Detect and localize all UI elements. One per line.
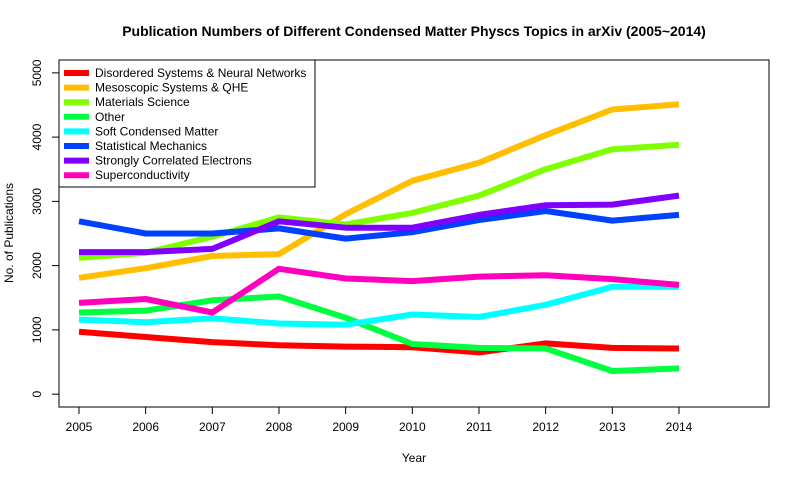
x-tick-label: 2005 [66, 420, 93, 434]
plot-lines [78, 101, 680, 374]
legend-label-6: Strongly Correlated Electrons [95, 154, 252, 168]
y-tick-label: 5000 [30, 59, 44, 86]
x-tick-label: 2014 [666, 420, 693, 434]
legend-box [58, 59, 316, 188]
y-axis-label: No. of Publications [2, 183, 16, 283]
series-line-3 [78, 293, 680, 374]
legend-label-2: Materials Science [95, 95, 190, 109]
series-line-1 [78, 101, 680, 281]
x-axis: 2005 2006 2007 2008 2009 2010 2011 2012 2013 2014 [66, 406, 693, 434]
series-line-4 [78, 283, 679, 328]
y-tick-label: 1000 [30, 316, 44, 343]
x-axis-label: Year [402, 451, 426, 465]
x-tick-label: 2009 [332, 420, 359, 434]
x-tick-label: 2011 [466, 420, 492, 434]
x-tick-label: 2008 [266, 420, 293, 434]
y-tick-label: 3000 [30, 188, 44, 215]
x-tick-label: 2006 [132, 420, 159, 434]
x-tick-label: 2007 [199, 420, 226, 434]
legend-label-7: Superconductivity [95, 168, 190, 182]
legend-label-4: Soft Condensed Matter [95, 124, 218, 138]
series-line-7 [78, 265, 680, 316]
series-line-5 [78, 208, 680, 242]
legend-label-3: Other [95, 110, 125, 124]
legend-label-5: Statistical Mechanics [95, 139, 207, 153]
x-tick-label: 2010 [399, 420, 426, 434]
chart-title: Publication Numbers of Different Condens… [122, 23, 706, 39]
legend-label-0: Disordered Systems & Neural Networks [95, 66, 306, 80]
y-tick-label: 2000 [30, 252, 44, 279]
legend-label-1: Mesoscopic Systems & QHE [95, 81, 248, 95]
series-line-6 [79, 192, 680, 256]
legend: Disordered Systems & Neural NetworksMeso… [58, 59, 316, 188]
y-tick-label: 0 [30, 390, 44, 397]
y-axis: 0 1000 2000 3000 4000 5000 [30, 59, 60, 397]
series-line-2 [78, 141, 680, 261]
x-tick-label: 2012 [532, 420, 559, 434]
y-tick-label: 4000 [30, 123, 44, 150]
x-tick-label: 2013 [599, 420, 626, 434]
series-line-0 [78, 328, 680, 356]
